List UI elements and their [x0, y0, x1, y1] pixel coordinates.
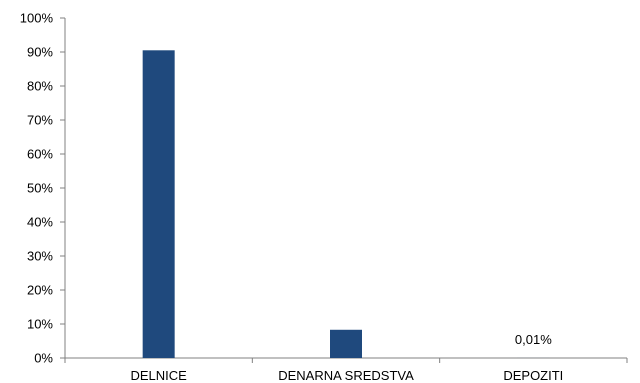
- y-tick-label: 90%: [27, 45, 53, 60]
- y-tick-label: 10%: [27, 317, 53, 332]
- bar: [330, 329, 362, 358]
- y-tick-label: 70%: [27, 113, 53, 128]
- bars: [142, 50, 550, 359]
- y-tick-label: 100%: [20, 11, 54, 26]
- x-category-label: DEPOZITI: [503, 368, 563, 383]
- y-tick-label: 60%: [27, 147, 53, 162]
- x-category-label: DENARNA SREDSTVA: [278, 368, 414, 383]
- y-tick-label: 50%: [27, 181, 53, 196]
- x-axis: DELNICE DENARNA SREDSTVA DEPOZITI: [64, 357, 628, 383]
- y-tick-label: 20%: [27, 283, 53, 298]
- y-axis: 0% 10% 20% 30% 40% 50% 60% 70% 80% 90% 100%: [20, 11, 66, 366]
- y-tick-label: 80%: [27, 79, 53, 94]
- data-labels: 0,01%: [515, 332, 552, 347]
- x-category-label: DELNICE: [130, 368, 187, 383]
- y-tick-label: 40%: [27, 215, 53, 230]
- y-tick-label: 0%: [34, 351, 53, 366]
- bar: [142, 50, 175, 359]
- y-tick-label: 30%: [27, 249, 53, 264]
- bar-value-label: 0,01%: [515, 332, 552, 347]
